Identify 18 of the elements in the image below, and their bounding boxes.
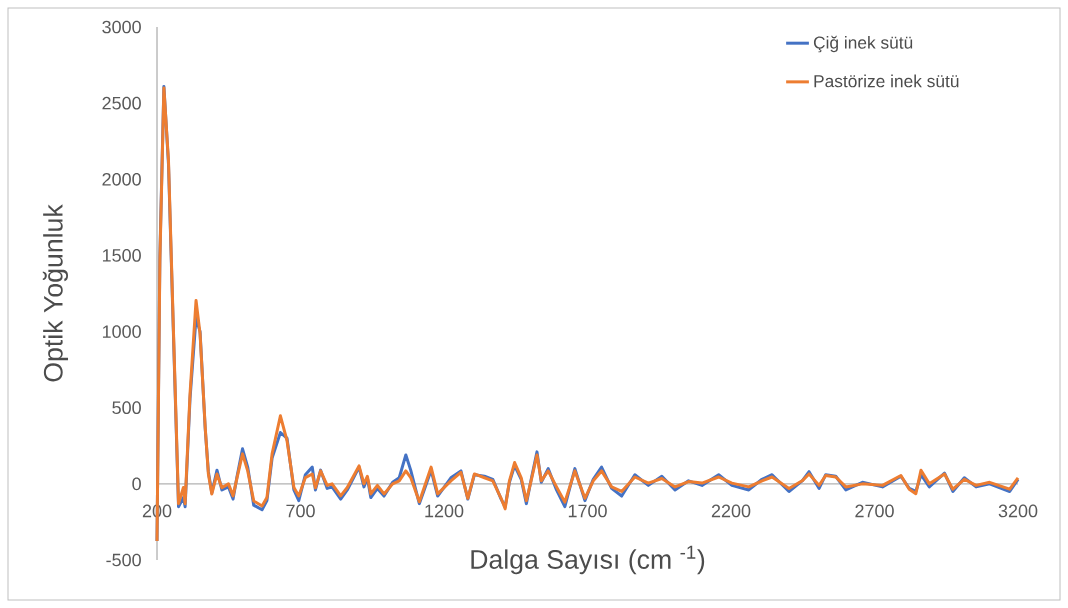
legend-label: Pastörize inek sütü [814,74,959,88]
x-tick-label: 2700 [855,504,894,518]
x-tick-label: 700 [286,504,315,518]
y-tick-label: 1500 [102,249,141,262]
y-axis-title: Optik Yoğunluk [42,204,69,382]
x-tick-label: 3200 [998,504,1038,518]
x-axis-title: Dalga Sayısı (cm $^{-1}$) [471,545,705,575]
x-tick-label: 2200 [711,504,751,518]
y-tick-label: 0 [132,477,141,491]
y-tick-label: 500 [112,401,141,415]
x-tick-label: 1200 [425,504,464,518]
y-tick-label: 3000 [102,20,141,34]
x-tick-label: 1700 [568,504,607,518]
y-tick-label: 2500 [102,96,141,110]
y-tick-label: 1000 [102,325,141,338]
y-tick-label: 2000 [102,172,141,186]
legend-label: Çiğ inek sütü [813,35,913,53]
y-tick-label: -500 [106,553,141,567]
